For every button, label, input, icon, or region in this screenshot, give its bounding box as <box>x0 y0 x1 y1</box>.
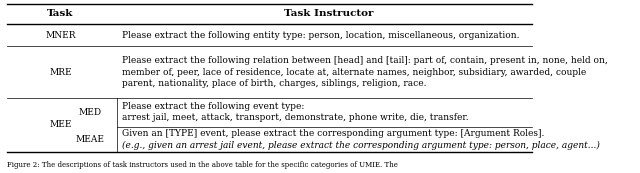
Text: Please extract the following relation between [head] and [tail]: part of, contai: Please extract the following relation be… <box>122 56 608 65</box>
Text: MRE: MRE <box>49 67 72 76</box>
Text: Task Instructor: Task Instructor <box>284 9 373 18</box>
Text: MEAE: MEAE <box>76 135 104 144</box>
Text: (e.g., given an arrest jail event, please extract the corresponding argument typ: (e.g., given an arrest jail event, pleas… <box>122 140 600 150</box>
Text: member of, peer, lace of residence, locate at, alternate names, neighbor, subsid: member of, peer, lace of residence, loca… <box>122 67 586 76</box>
Text: Figure 2: The descriptions of task instructors used in the above table for the s: Figure 2: The descriptions of task instr… <box>7 161 397 169</box>
Text: Please extract the following event type:: Please extract the following event type: <box>122 102 305 111</box>
Text: MEE: MEE <box>49 120 72 129</box>
Text: Please extract the following entity type: person, location, miscellaneous, organ: Please extract the following entity type… <box>122 31 520 40</box>
Text: Task: Task <box>47 9 74 18</box>
Text: Given an [TYPE] event, please extract the corresponding argument type: [Argument: Given an [TYPE] event, please extract th… <box>122 129 545 138</box>
Text: parent, nationality, place of birth, charges, siblings, religion, race.: parent, nationality, place of birth, cha… <box>122 79 426 88</box>
Text: arrest jail, meet, attack, transport, demonstrate, phone write, die, transfer.: arrest jail, meet, attack, transport, de… <box>122 113 468 122</box>
Text: MNER: MNER <box>45 31 76 40</box>
Text: MED: MED <box>78 108 101 117</box>
